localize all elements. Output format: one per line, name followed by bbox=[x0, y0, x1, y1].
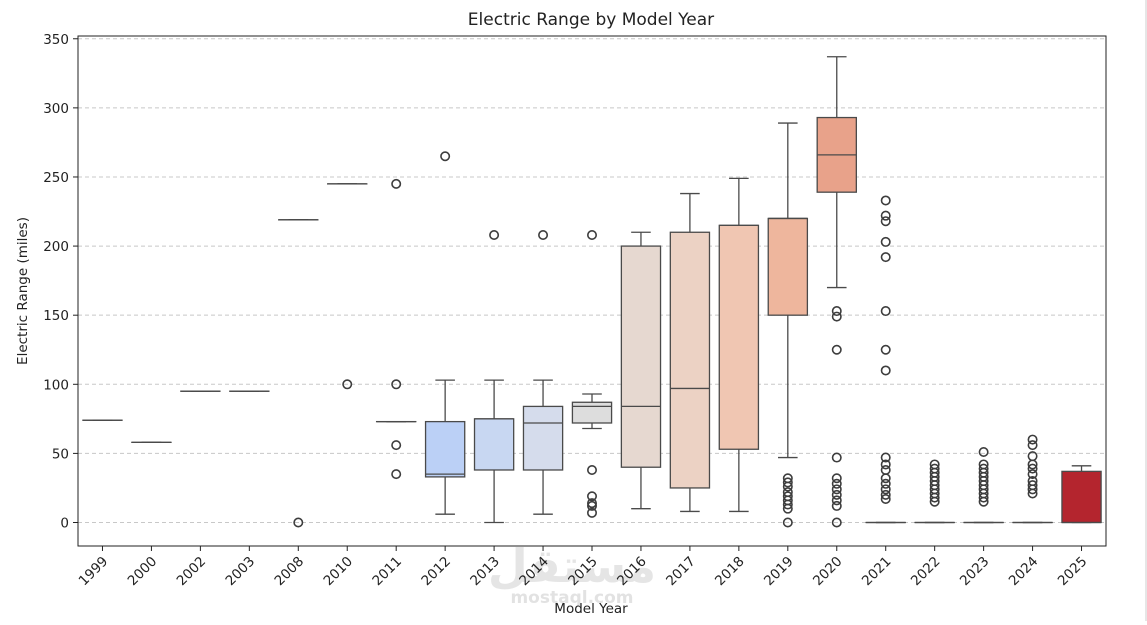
box-2013 bbox=[475, 231, 514, 523]
x-tick-label: 2010 bbox=[320, 554, 356, 590]
x-tick-label: 2024 bbox=[1006, 554, 1042, 590]
y-tick-label: 250 bbox=[43, 170, 69, 186]
x-tick-label: 2019 bbox=[761, 554, 797, 590]
x-tick-label: 2002 bbox=[174, 554, 210, 590]
iqr-box bbox=[475, 419, 514, 470]
iqr-box bbox=[426, 422, 465, 477]
box-2008 bbox=[279, 220, 318, 527]
outlier-point bbox=[833, 502, 841, 510]
y-tick-label: 300 bbox=[43, 101, 69, 117]
y-tick-label: 100 bbox=[43, 377, 69, 393]
y-tick-label: 150 bbox=[43, 308, 69, 324]
box-2011 bbox=[377, 180, 416, 479]
x-tick-label: 2003 bbox=[223, 554, 259, 590]
x-tick-label: 2000 bbox=[125, 554, 161, 590]
x-tick-label: 1999 bbox=[76, 554, 112, 590]
outlier-point bbox=[882, 307, 890, 315]
box-2016 bbox=[621, 232, 660, 508]
box-2025 bbox=[1062, 466, 1101, 523]
box-2018 bbox=[719, 178, 758, 511]
y-tick-label: 350 bbox=[43, 32, 69, 48]
outlier-point bbox=[882, 238, 890, 246]
iqr-box bbox=[621, 246, 660, 467]
x-tick-label: 2012 bbox=[418, 554, 454, 590]
x-tick-label: 2017 bbox=[663, 554, 699, 590]
x-tick-label: 2008 bbox=[272, 554, 308, 590]
box-2012 bbox=[426, 152, 465, 514]
outlier-point bbox=[833, 312, 841, 320]
outlier-point bbox=[490, 231, 498, 239]
x-tick-label: 2023 bbox=[957, 554, 993, 590]
outlier-point bbox=[882, 217, 890, 225]
outlier-point bbox=[441, 152, 449, 160]
y-tick-label: 50 bbox=[52, 446, 69, 462]
outlier-point bbox=[882, 346, 890, 354]
box-2017 bbox=[670, 194, 709, 512]
iqr-box bbox=[523, 406, 562, 470]
box-2010 bbox=[328, 184, 367, 389]
outlier-point bbox=[392, 180, 400, 188]
box-2015 bbox=[572, 231, 611, 517]
outlier-point bbox=[392, 441, 400, 449]
box-2019 bbox=[768, 123, 807, 527]
box-2014 bbox=[523, 231, 562, 514]
box-2021 bbox=[866, 196, 905, 522]
outlier-point bbox=[539, 231, 547, 239]
outlier-point bbox=[588, 466, 596, 474]
outlier-point bbox=[882, 466, 890, 474]
x-tick-label: 2018 bbox=[712, 554, 748, 590]
box-2022 bbox=[915, 460, 954, 522]
boxes-layer bbox=[83, 57, 1101, 527]
y-tick-label: 0 bbox=[60, 516, 69, 532]
outlier-point bbox=[833, 346, 841, 354]
y-tick-label: 200 bbox=[43, 239, 69, 255]
iqr-box bbox=[719, 225, 758, 449]
iqr-box bbox=[670, 232, 709, 488]
box-2024 bbox=[1013, 435, 1052, 522]
x-tick-label: 2025 bbox=[1055, 554, 1091, 590]
iqr-box bbox=[572, 402, 611, 423]
outlier-point bbox=[588, 231, 596, 239]
outlier-point bbox=[392, 470, 400, 478]
grid-layer bbox=[78, 39, 1106, 523]
outlier-point bbox=[1028, 441, 1036, 449]
x-tick-label: 2021 bbox=[859, 554, 895, 590]
outlier-point bbox=[979, 448, 987, 456]
outlier-point bbox=[882, 366, 890, 374]
plot-frame bbox=[78, 36, 1106, 546]
chart-title: Electric Range by Model Year bbox=[468, 10, 714, 30]
outlier-point bbox=[882, 253, 890, 261]
box-2020 bbox=[817, 57, 856, 527]
iqr-box bbox=[768, 218, 807, 315]
outlier-point bbox=[833, 453, 841, 461]
x-tick-label: 2011 bbox=[369, 554, 405, 590]
x-tick-label: 2022 bbox=[908, 554, 944, 590]
y-axis-label: Electric Range (miles) bbox=[15, 217, 31, 365]
box-2023 bbox=[964, 448, 1003, 523]
iqr-box bbox=[1062, 471, 1101, 522]
x-axis-label: Model Year bbox=[554, 601, 628, 617]
outlier-point bbox=[882, 196, 890, 204]
x-tick-label: 2020 bbox=[810, 554, 846, 590]
